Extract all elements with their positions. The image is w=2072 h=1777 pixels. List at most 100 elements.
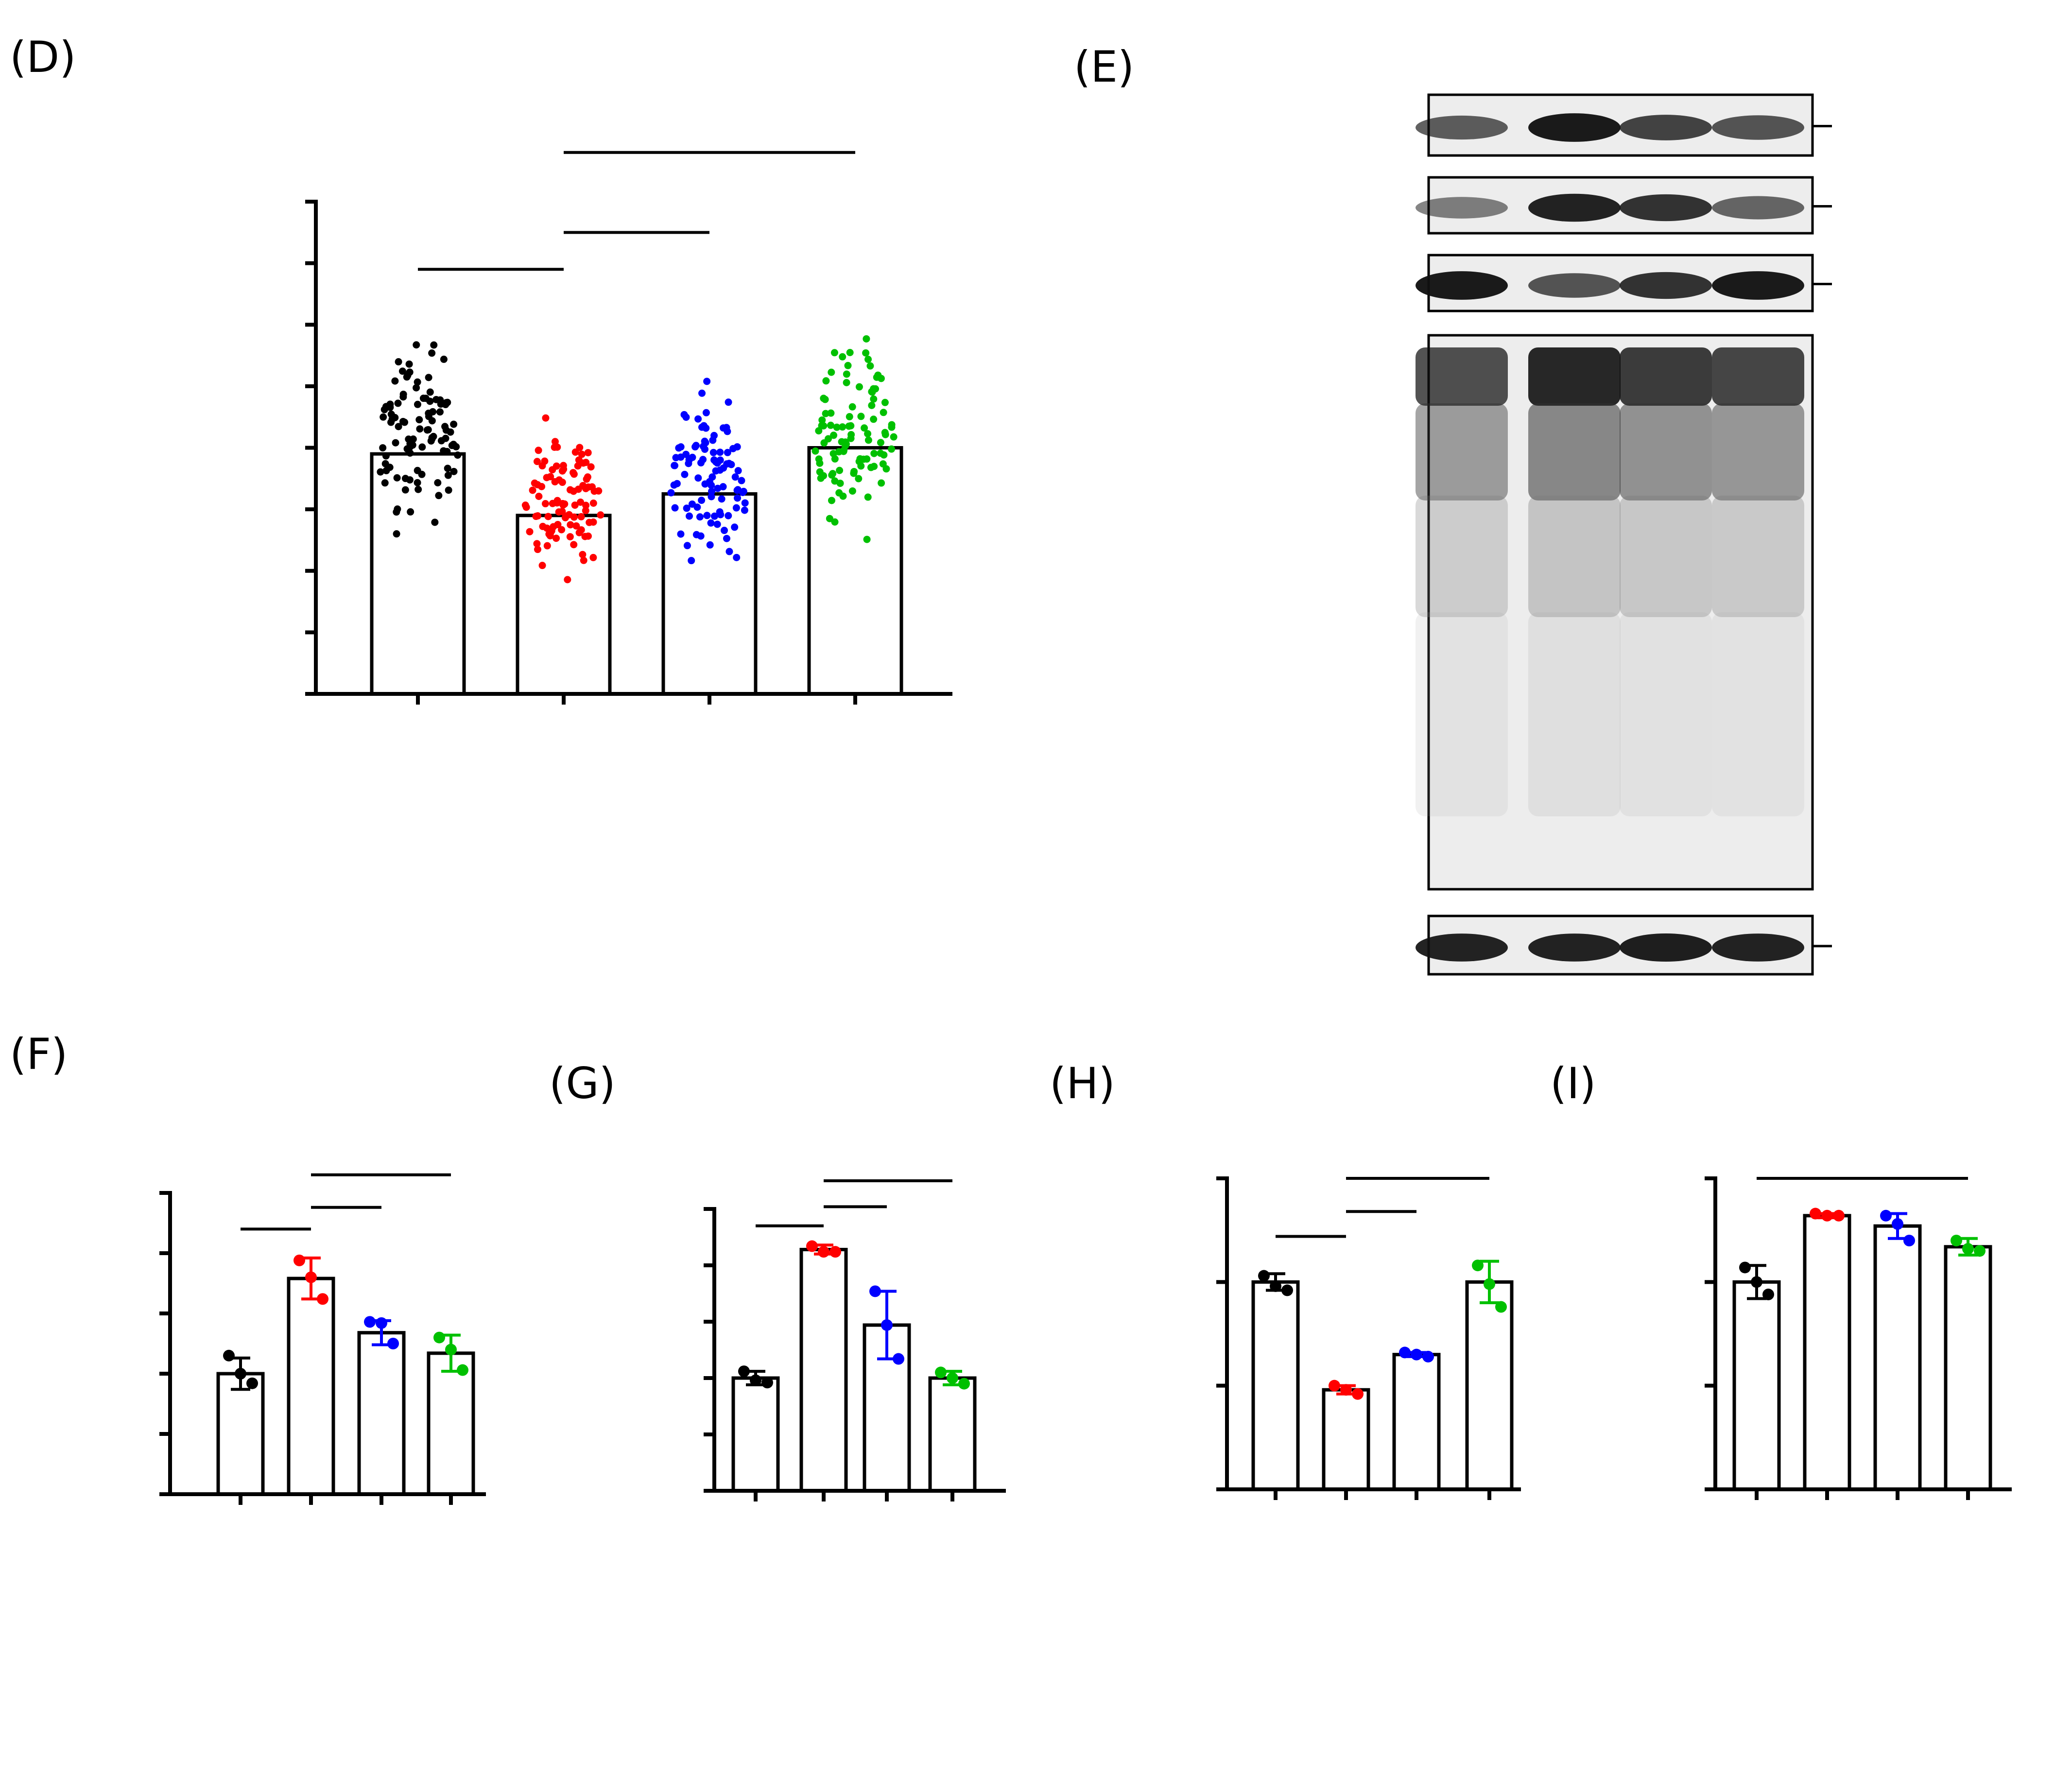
data-point-2-37 [733,553,741,561]
panel-label-i: (I) [1550,1058,1596,1108]
chart-d [305,151,952,705]
data-point-3-97 [881,398,889,406]
data-point-0-91 [394,505,401,513]
data-point-1-63 [554,520,562,528]
data-point-2-84 [708,482,715,489]
bar-0 [1251,1280,1300,1491]
data-point-2-72 [721,527,728,535]
data-point-0-90 [386,400,394,408]
data-point-0-60 [444,398,451,406]
data-point-0-94 [386,464,394,471]
bar-1 [799,1248,848,1493]
data-point-3-38 [820,422,828,430]
data-point-3-2 [958,1378,970,1390]
data-point-1-97 [560,466,568,473]
data-point-0-63 [426,388,434,396]
data-point-1-3 [571,501,579,509]
data-point-1-53 [589,499,597,507]
bar-1 [287,1277,335,1496]
data-point-3-82 [870,449,878,457]
data-point-1-2 [570,541,578,549]
data-point-0-93 [430,432,437,440]
data-point-1-86 [547,529,554,536]
data-point-2-80 [734,467,742,475]
data-point-0-88 [443,448,451,455]
smear-top-2 [1620,347,1712,406]
data-point-0-74 [413,384,420,392]
data-point-1-21 [535,493,543,500]
data-point-2-39 [716,449,724,456]
data-point-2-32 [716,508,724,516]
smear-low-3 [1712,496,1804,617]
data-point-2-11 [741,499,749,507]
data-point-3-68 [864,493,872,501]
data-point-2-59 [689,453,696,461]
data-point-3-87 [878,479,885,487]
data-point-1-0 [294,1254,305,1266]
data-point-2-88 [723,535,730,542]
data-point-2-75 [683,504,691,512]
data-point-1-96 [564,576,571,584]
data-point-0-18 [418,443,426,451]
data-point-3-44 [857,413,865,420]
data-point-0-82 [414,400,421,408]
data-point-3-41 [844,362,852,369]
smear-low-1 [1528,496,1621,617]
data-point-3-73 [822,410,829,417]
data-point-1-18 [541,500,549,508]
data-point-3-34 [827,409,835,417]
data-point-2-69 [703,378,711,385]
data-point-1-2 [1352,1388,1364,1400]
data-point-3-50 [868,401,876,409]
data-point-0-98 [381,479,389,487]
data-point-0-2 [405,360,413,368]
data-point-0-64 [436,408,444,416]
data-point-3-0 [1951,1235,1962,1246]
chart-h [1216,1176,1521,1500]
data-point-2-87 [677,530,685,538]
data-point-3-64 [864,436,872,444]
data-point-0-71 [418,470,426,478]
data-point-1-62 [551,438,559,446]
data-point-2-60 [725,548,733,555]
data-point-0-84 [406,449,414,457]
data-point-0-9 [398,367,406,375]
data-point-2-16 [725,512,732,519]
bar-0 [1732,1280,1781,1491]
data-point-1-15 [553,535,560,542]
data-point-1-41 [570,513,578,521]
data-point-3-9 [855,475,863,483]
data-point-2-21 [706,541,714,549]
data-point-2-90 [680,411,688,418]
data-point-0-2 [246,1377,258,1389]
data-point-2-45 [732,504,740,512]
data-point-3-0 [433,1331,445,1344]
data-point-1-95 [521,501,529,509]
data-point-0-48 [414,479,421,486]
data-point-2-7 [718,495,725,503]
data-point-1-45 [544,513,552,520]
data-point-3-48 [848,403,856,411]
data-point-2-70 [708,473,716,481]
band-4-0 [1416,933,1508,962]
smear-faint-1 [1528,612,1621,816]
smear-mid-0 [1416,403,1508,500]
data-point-0-53 [445,486,452,494]
bar-3 [807,446,903,696]
data-point-1-66 [553,443,561,451]
data-point-1-0 [806,1240,818,1252]
data-point-0-95 [425,410,432,417]
data-point-1-84 [561,514,569,521]
data-point-2-93 [738,477,745,484]
data-point-2-97 [672,454,680,462]
data-point-2-63 [683,542,691,550]
data-point-0-0 [1258,1270,1270,1282]
data-point-3-11 [870,395,878,403]
data-point-3-79 [847,434,855,442]
data-point-1-26 [589,553,597,561]
panel-label-h: (H) [1050,1058,1115,1108]
data-point-1-12 [580,556,587,564]
data-point-0-26 [435,492,443,500]
data-point-0-41 [406,368,414,376]
data-point-3-35 [843,379,850,386]
